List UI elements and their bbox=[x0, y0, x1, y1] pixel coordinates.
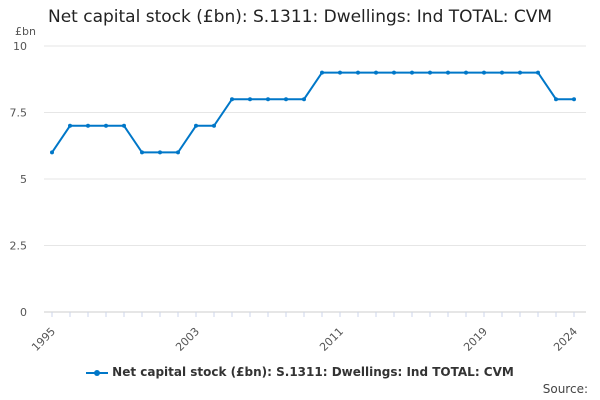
data-point bbox=[464, 70, 468, 75]
data-point bbox=[428, 70, 432, 75]
x-tick-label: 2011 bbox=[317, 325, 346, 354]
y-tick-label: 5 bbox=[20, 173, 27, 186]
y-axis-unit-label: £bn bbox=[15, 25, 36, 38]
data-point bbox=[50, 150, 54, 155]
data-point bbox=[572, 97, 576, 102]
data-point bbox=[536, 70, 540, 75]
data-point bbox=[230, 97, 234, 102]
data-point bbox=[482, 70, 486, 75]
data-point bbox=[518, 70, 522, 75]
data-point bbox=[122, 123, 126, 128]
data-point bbox=[302, 97, 306, 102]
data-point bbox=[248, 97, 252, 102]
legend-label: Net capital stock (£bn): S.1311: Dwellin… bbox=[112, 365, 514, 379]
data-point bbox=[338, 70, 342, 75]
y-tick-label: 0 bbox=[20, 306, 27, 319]
legend-swatch bbox=[86, 368, 109, 378]
data-point bbox=[68, 123, 72, 128]
data-point bbox=[86, 123, 90, 128]
data-point bbox=[356, 70, 360, 75]
data-point bbox=[500, 70, 504, 75]
data-point bbox=[284, 97, 288, 102]
x-tick-label: 2019 bbox=[461, 325, 490, 354]
x-tick-label: 2024 bbox=[551, 325, 580, 354]
data-point bbox=[176, 150, 180, 155]
x-tick-label: 2003 bbox=[173, 325, 202, 354]
y-tick-label: 10 bbox=[13, 40, 27, 53]
data-point bbox=[266, 97, 270, 102]
x-tick-label: 1995 bbox=[29, 325, 58, 354]
data-point bbox=[554, 97, 558, 102]
data-point bbox=[374, 70, 378, 75]
legend[interactable]: Net capital stock (£bn): S.1311: Dwellin… bbox=[0, 365, 600, 379]
chart-title: Net capital stock (£bn): S.1311: Dwellin… bbox=[47, 7, 552, 27]
data-point bbox=[104, 123, 108, 128]
data-point bbox=[194, 123, 198, 128]
data-point bbox=[158, 150, 162, 155]
y-tick-label: 2.5 bbox=[10, 240, 28, 253]
data-point bbox=[392, 70, 396, 75]
data-point bbox=[410, 70, 414, 75]
y-tick-label: 7.5 bbox=[10, 107, 28, 120]
data-point bbox=[446, 70, 450, 75]
series-line bbox=[51, 71, 574, 154]
data-point bbox=[212, 123, 216, 128]
source-label: Source: bbox=[542, 382, 588, 396]
data-point bbox=[140, 150, 144, 155]
data-point bbox=[320, 70, 324, 75]
